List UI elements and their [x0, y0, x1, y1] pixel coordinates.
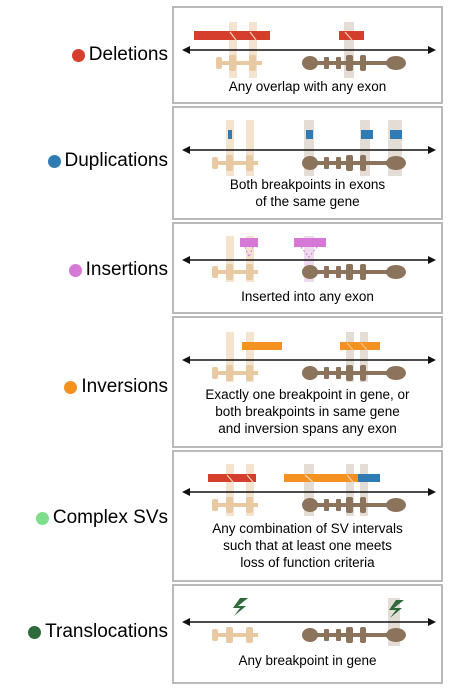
caption-line: such that at least one meets: [223, 538, 392, 553]
caption-duplications: Both breakpoints in exons of the same ge…: [174, 176, 441, 210]
caption-line: Any combination of SV intervals: [212, 521, 403, 536]
caption-line: both breakpoints in same gene: [215, 404, 400, 419]
label-inversions: Inversions: [81, 376, 168, 397]
gene-light: [216, 55, 262, 71]
caption-line: Exactly one breakpoint in gene, or: [205, 387, 410, 402]
chromosome-axis: [182, 256, 436, 264]
inversion-dot-icon: [64, 380, 78, 394]
deletion-dot-icon: [71, 48, 85, 62]
duplication-bar: [306, 130, 313, 139]
label-deletions: Deletions: [88, 44, 168, 65]
chromosome-axis: [182, 356, 436, 364]
panel-insertions: Inserted into any exon: [172, 222, 443, 314]
label-translocations: Translocations: [45, 621, 168, 642]
translocations-diagram: [182, 598, 436, 646]
insertion-bar: [294, 238, 326, 247]
row-label-inversions: Inversions: [0, 372, 168, 402]
insertions-diagram: [182, 236, 436, 282]
complex-dot-icon: [35, 511, 49, 525]
caption-line: of the same gene: [255, 194, 360, 209]
label-insertions: Insertions: [85, 259, 168, 280]
insertion-dot-icon: [68, 263, 82, 277]
panel-deletions: Any overlap with any exon: [172, 6, 443, 104]
caption-translocations: Any breakpoint in gene: [238, 653, 377, 668]
chromosome-axis: [182, 46, 436, 54]
row-label-duplications: Duplications: [0, 146, 168, 176]
panel-duplications: Both breakpoints in exons of the same ge…: [172, 106, 443, 220]
complex-bar-deletion: [208, 474, 256, 482]
duplication-bar: [228, 130, 232, 139]
row-label-insertions: Insertions: [0, 255, 168, 285]
caption-inversions: Exactly one breakpoint in gene, or both …: [174, 386, 441, 437]
inversions-diagram: [182, 332, 436, 382]
inversion-bar: [340, 342, 380, 350]
chromosome-axis: [182, 618, 436, 626]
caption-line: Both breakpoints in exons: [229, 177, 386, 192]
row-label-translocations: Translocations: [0, 617, 168, 647]
chromosome-axis: [182, 146, 436, 154]
label-duplications: Duplications: [64, 150, 169, 171]
breakpoint-icon: [233, 598, 248, 616]
duplication-bar: [390, 130, 402, 139]
panel-inversions: Exactly one breakpoint in gene, or both …: [172, 316, 443, 448]
breakpoint-icon: [389, 600, 404, 618]
deletions-diagram: [182, 22, 436, 78]
row-label-complex: Complex SVs: [0, 503, 168, 533]
caption-deletions: Any overlap with any exon: [228, 79, 387, 94]
caption-line: loss of function criteria: [240, 555, 375, 570]
panel-complex: Any combination of SV intervals such tha…: [172, 450, 443, 582]
chromosome-axis: [182, 488, 436, 496]
label-complex: Complex SVs: [52, 507, 168, 528]
caption-line: and inversion spans any exon: [218, 421, 397, 436]
insertion-bar: [240, 238, 258, 247]
inversion-bar: [242, 342, 282, 350]
duplication-dot-icon: [47, 154, 61, 168]
gene-dark: [302, 55, 406, 71]
caption-complex: Any combination of SV intervals such tha…: [174, 520, 441, 571]
duplications-diagram: [182, 120, 436, 176]
complex-bar-duplication: [358, 474, 380, 482]
deletion-bar: [339, 31, 364, 40]
row-label-deletions: Deletions: [0, 40, 168, 70]
caption-insertions: Inserted into any exon: [241, 289, 374, 304]
complex-bar-inversion: [284, 474, 358, 482]
panel-translocations: Any breakpoint in gene: [172, 584, 443, 684]
translocation-dot-icon: [28, 625, 42, 639]
duplication-bar: [361, 130, 373, 139]
complex-diagram: [182, 464, 436, 516]
